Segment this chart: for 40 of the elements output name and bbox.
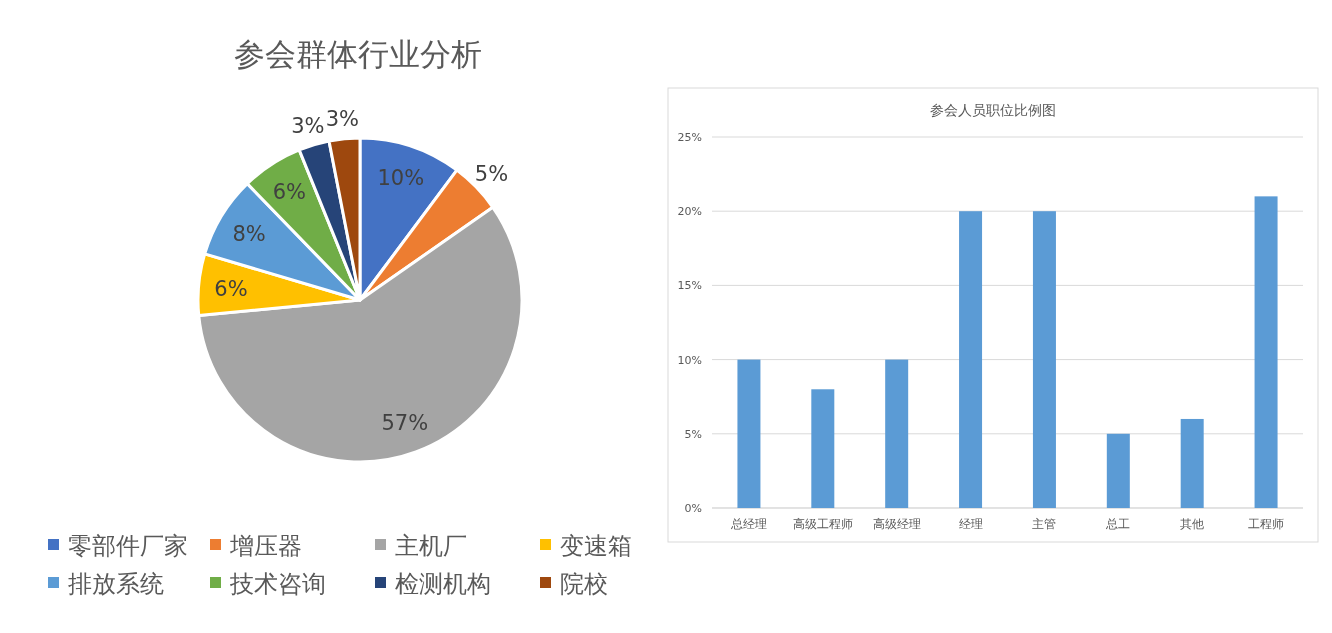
x-tick-label: 其他 xyxy=(1180,517,1205,531)
legend-label: 增压器 xyxy=(229,532,302,560)
x-tick-label: 经理 xyxy=(958,517,983,531)
legend-label: 院校 xyxy=(560,570,608,598)
chart-title: 参会人员职位比例图 xyxy=(930,102,1056,118)
y-tick-label: 25% xyxy=(677,131,702,144)
bar xyxy=(1106,433,1130,508)
data-label: 6% xyxy=(272,180,306,205)
legend-label: 变速箱 xyxy=(560,532,632,560)
bar xyxy=(959,211,983,508)
bar xyxy=(811,389,835,508)
bar xyxy=(885,359,909,508)
data-label: 10% xyxy=(377,166,425,190)
bar xyxy=(737,359,761,508)
legend-label: 排放系统 xyxy=(68,570,164,598)
y-tick-label: 15% xyxy=(677,279,702,293)
bar xyxy=(1180,418,1204,508)
data-label: 8% xyxy=(232,221,266,246)
x-tick-label: 工程师 xyxy=(1248,517,1285,531)
data-label: 57% xyxy=(381,410,429,435)
x-tick-label: 高级工程师 xyxy=(792,517,853,531)
data-label: 3% xyxy=(291,113,325,138)
data-label: 3% xyxy=(325,106,360,131)
y-tick-label: 5% xyxy=(684,427,702,441)
legend-label: 检测机构 xyxy=(395,570,491,598)
chart-title: 参会群体行业分析 xyxy=(234,36,482,72)
x-tick-label: 总工 xyxy=(1105,517,1131,531)
bar xyxy=(1254,196,1278,508)
legend-label: 技术咨询 xyxy=(229,570,326,598)
x-tick-label: 高级经理 xyxy=(872,517,921,531)
x-tick-label: 主管 xyxy=(1032,517,1057,531)
y-tick-label: 20% xyxy=(677,205,702,219)
legend-label: 主机厂 xyxy=(395,532,467,560)
data-label: 5% xyxy=(474,161,509,186)
bar xyxy=(1032,211,1056,508)
x-tick-label: 总经理 xyxy=(729,517,767,531)
y-tick-label: 10% xyxy=(677,353,702,367)
legend-label: 零部件厂家 xyxy=(68,532,188,560)
data-label: 6% xyxy=(214,276,248,301)
y-tick-label: 0% xyxy=(684,502,702,515)
